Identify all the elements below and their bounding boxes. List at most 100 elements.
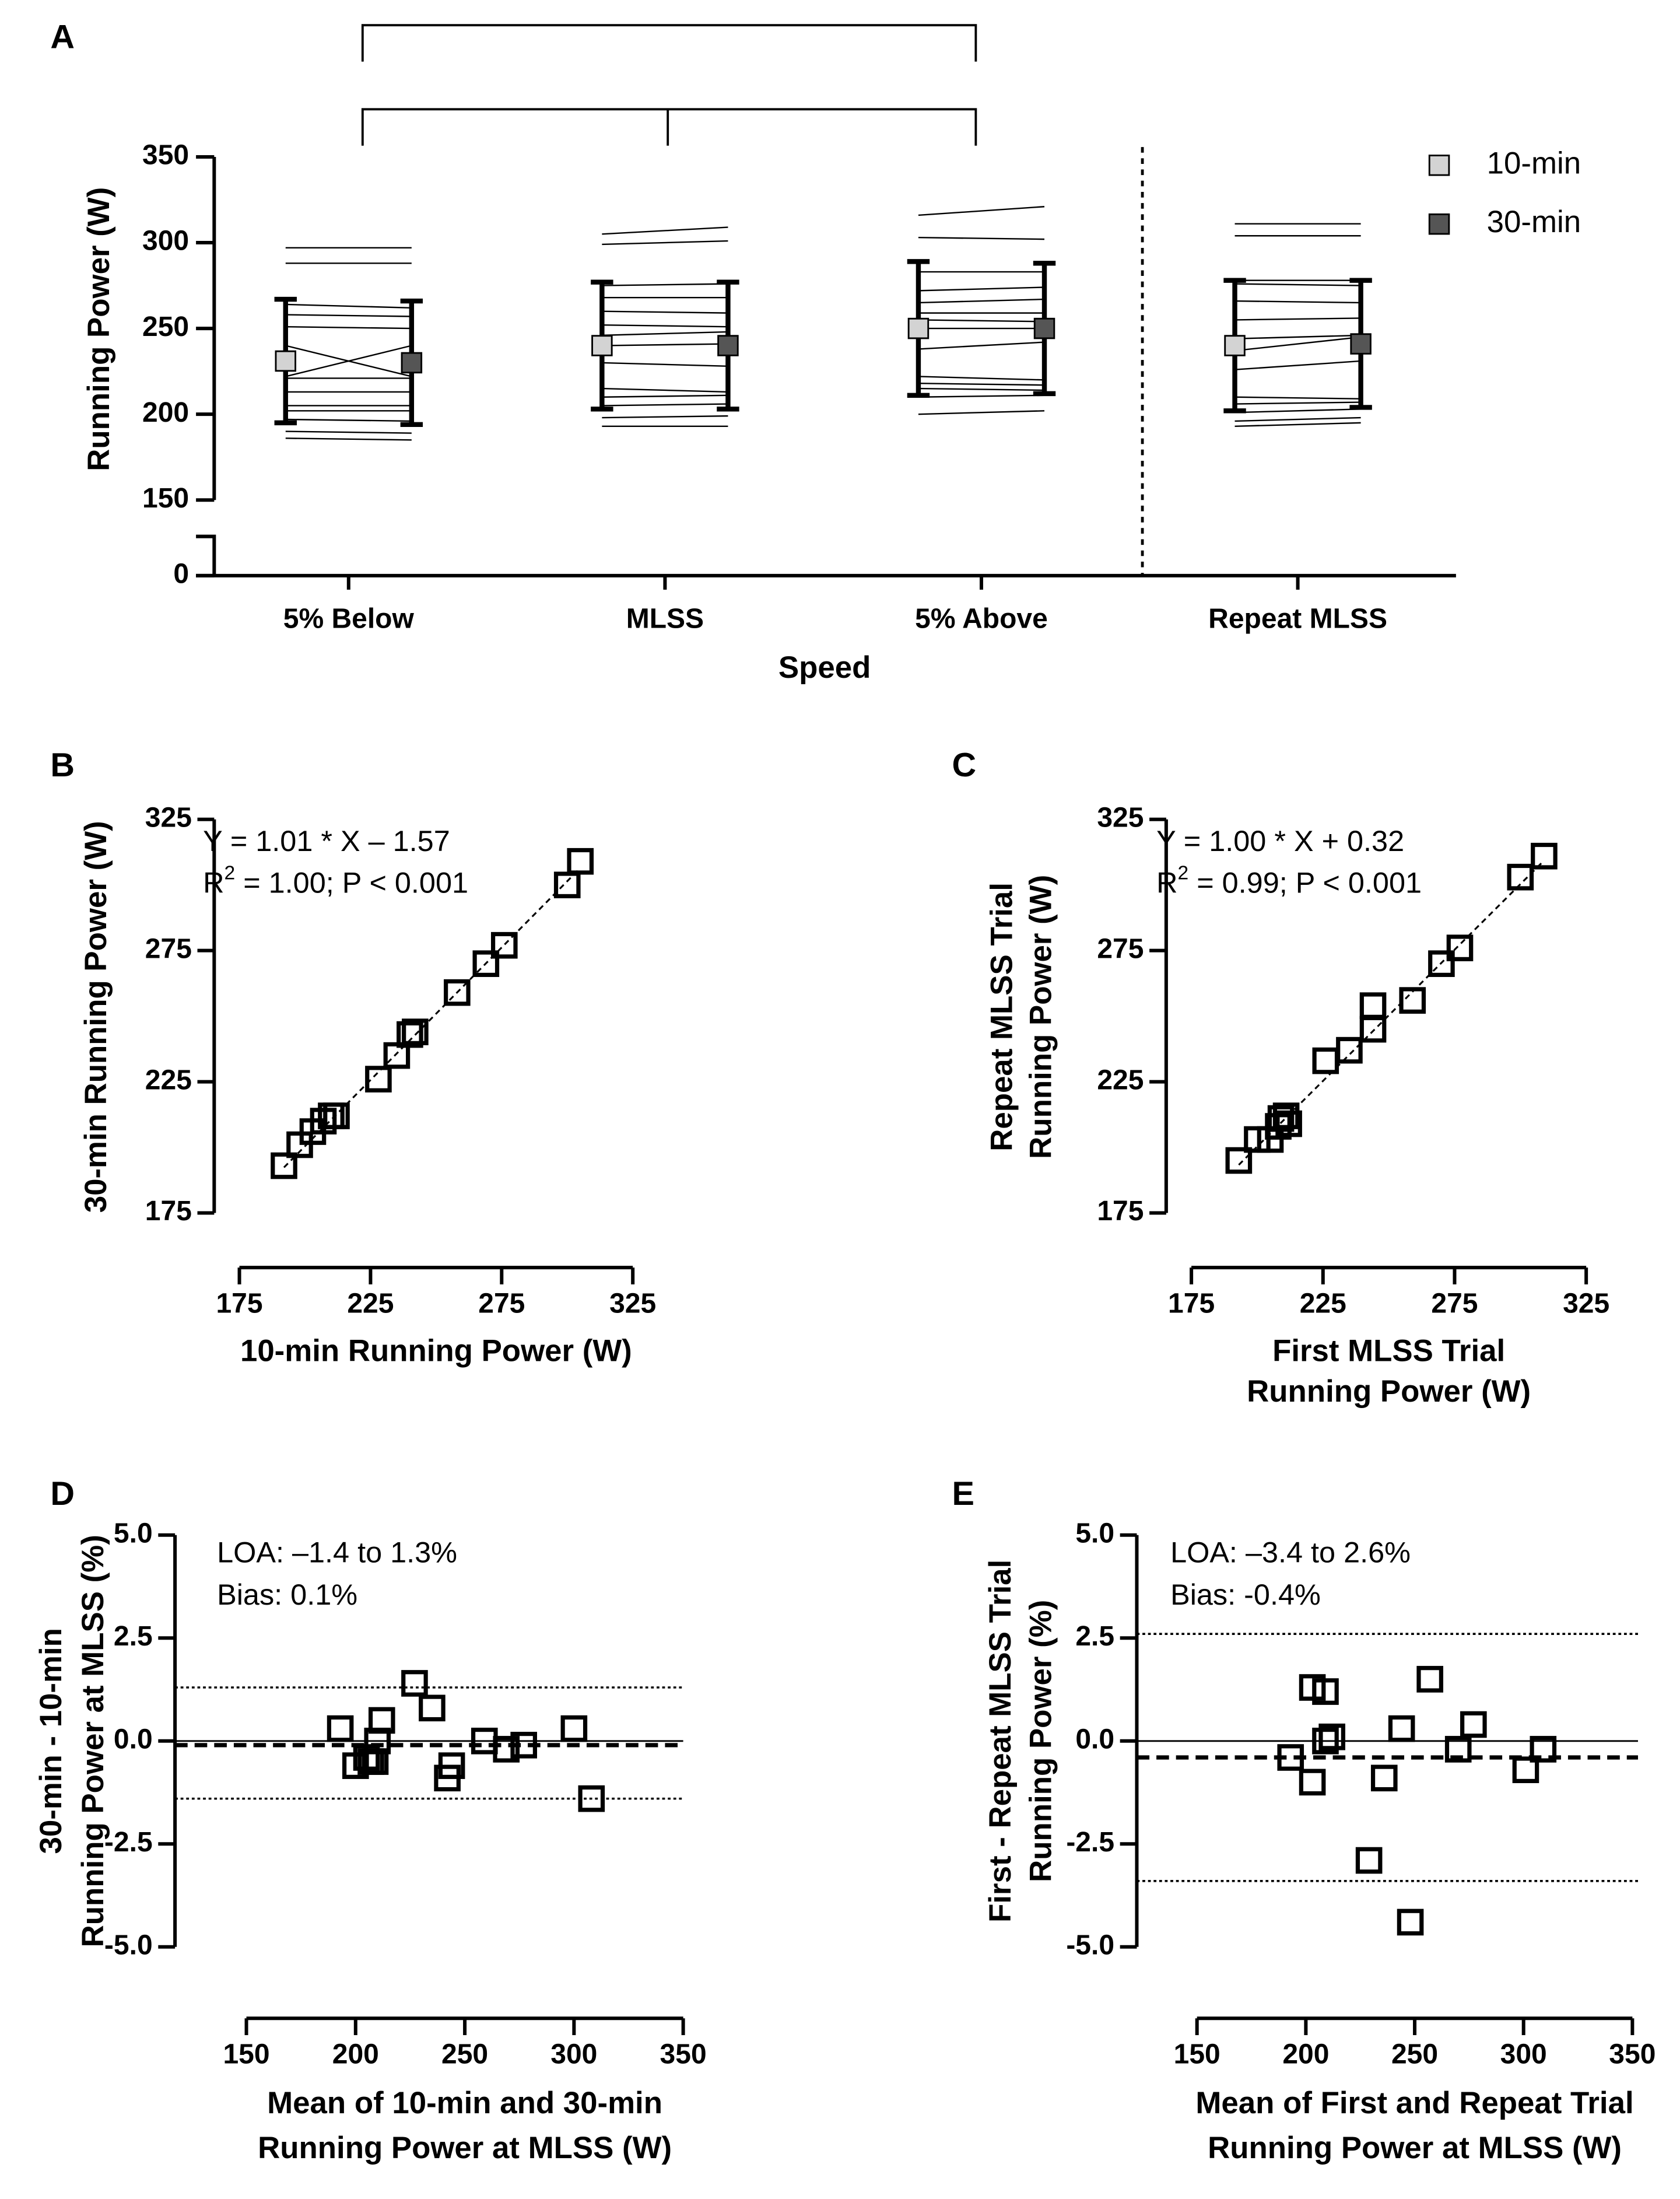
individual-line xyxy=(602,362,728,367)
y-tick-label: 300 xyxy=(142,226,189,257)
y-axis-label: Repeat MLSS Trial xyxy=(984,883,1019,1151)
point xyxy=(1359,1016,1387,1043)
x-tick-label: 300 xyxy=(1500,2039,1547,2070)
individual-line xyxy=(1234,300,1361,304)
individual-line xyxy=(918,206,1045,216)
y-axis-label: Running Power at MLSS (%) xyxy=(76,1535,110,1947)
individual-line xyxy=(285,437,412,441)
annotation: Y = 1.00 * X + 0.32 xyxy=(1156,824,1404,857)
y-tick-label: 325 xyxy=(145,802,192,833)
point xyxy=(1388,1715,1415,1742)
point xyxy=(1416,1666,1443,1693)
axis-break xyxy=(196,534,216,576)
y-axis-label: 30-min - 10-min xyxy=(34,1628,68,1854)
y-tick-label: 325 xyxy=(1097,802,1144,833)
individual-line xyxy=(918,376,1045,381)
y-tick-label: -2.5 xyxy=(1066,1827,1114,1858)
point xyxy=(401,1670,428,1697)
point xyxy=(472,950,500,977)
y-tick-label: -2.5 xyxy=(104,1827,153,1858)
y-tick-label: 225 xyxy=(145,1065,192,1095)
individual-line xyxy=(285,418,412,422)
point xyxy=(1512,1756,1539,1784)
point xyxy=(1397,1909,1424,1936)
legend-label: 30-min xyxy=(1487,205,1581,239)
marker xyxy=(591,335,613,356)
x-tick-label: 200 xyxy=(332,2039,379,2070)
individual-line xyxy=(1234,336,1361,352)
marker xyxy=(401,352,423,374)
annotation: Bias: -0.4% xyxy=(1170,1578,1321,1611)
x-tick-label: 250 xyxy=(1391,2039,1438,2070)
point xyxy=(1531,842,1558,870)
x-tick-label: 325 xyxy=(609,1288,656,1319)
annotation-part: R xyxy=(203,866,224,899)
y-tick-label: 0.0 xyxy=(114,1724,153,1755)
significance-brackets xyxy=(361,24,977,146)
point xyxy=(553,871,581,899)
individual-line xyxy=(918,387,1045,391)
y-tick-label: 5.0 xyxy=(1075,1518,1114,1549)
annotation: LOA: –3.4 to 2.6% xyxy=(1170,1536,1411,1569)
individual-line xyxy=(918,236,1045,240)
point xyxy=(1428,950,1455,977)
individual-line xyxy=(602,226,728,235)
point xyxy=(1312,1047,1339,1074)
annotation: R2 = 0.99; P < 0.001 xyxy=(1156,862,1422,899)
individual-line xyxy=(1234,396,1361,400)
point xyxy=(560,1715,588,1742)
y-tick-label: -5.0 xyxy=(104,1930,153,1960)
individual-line xyxy=(1234,416,1361,422)
point xyxy=(1399,987,1426,1014)
individual-line xyxy=(285,314,412,317)
marker xyxy=(1350,333,1372,355)
individual-line xyxy=(1234,422,1361,427)
y-axis-label: First - Repeat MLSS Trial xyxy=(983,1560,1018,1923)
point xyxy=(368,1707,395,1734)
individual-line xyxy=(1234,408,1361,414)
annotation: R2 = 1.00; P < 0.001 xyxy=(203,862,468,899)
x-axis-label: Running Power at MLSS (W) xyxy=(258,2131,672,2165)
legend-swatch xyxy=(1428,155,1450,176)
superscript: 2 xyxy=(225,862,236,884)
y-tick-label: 350 xyxy=(142,140,189,171)
point xyxy=(1277,1744,1304,1771)
point xyxy=(327,1715,354,1742)
point xyxy=(1225,1147,1253,1174)
x-axis-label: Speed xyxy=(778,650,871,685)
y-tick-label: 200 xyxy=(142,397,189,428)
point xyxy=(365,1066,392,1093)
bracket xyxy=(361,24,977,62)
individual-line xyxy=(1234,334,1361,339)
individual-line xyxy=(918,341,1045,350)
x-tick-label: 5% Above xyxy=(915,603,1048,634)
individual-line xyxy=(602,403,728,407)
x-tick-label: 275 xyxy=(1431,1288,1478,1319)
point xyxy=(419,1694,446,1722)
individual-line xyxy=(602,387,728,393)
marker xyxy=(907,317,930,339)
individual-line xyxy=(918,298,1045,304)
point xyxy=(1355,1847,1383,1874)
y-tick-label: 275 xyxy=(145,933,192,964)
marker xyxy=(275,350,297,372)
x-tick-label: Repeat MLSS xyxy=(1208,603,1387,634)
individual-line xyxy=(1234,360,1361,370)
point xyxy=(1275,1110,1302,1137)
annotation: LOA: –1.4 to 1.3% xyxy=(217,1536,457,1569)
x-tick-label: 325 xyxy=(1563,1288,1609,1319)
panel-label: B xyxy=(50,747,75,784)
y-tick-label: 5.0 xyxy=(114,1518,153,1549)
x-axis-label: 10-min Running Power (W) xyxy=(240,1334,632,1368)
individual-line xyxy=(602,310,728,314)
point xyxy=(397,1021,423,1048)
point xyxy=(438,1752,465,1779)
point xyxy=(1318,1723,1345,1750)
individual-line xyxy=(918,286,1045,292)
x-tick-label: 225 xyxy=(1300,1288,1346,1319)
x-tick-label: 150 xyxy=(1174,2039,1220,2070)
annotation-part: = 1.00; P < 0.001 xyxy=(235,866,468,899)
x-tick-label: 225 xyxy=(347,1288,394,1319)
point xyxy=(1299,1769,1326,1796)
